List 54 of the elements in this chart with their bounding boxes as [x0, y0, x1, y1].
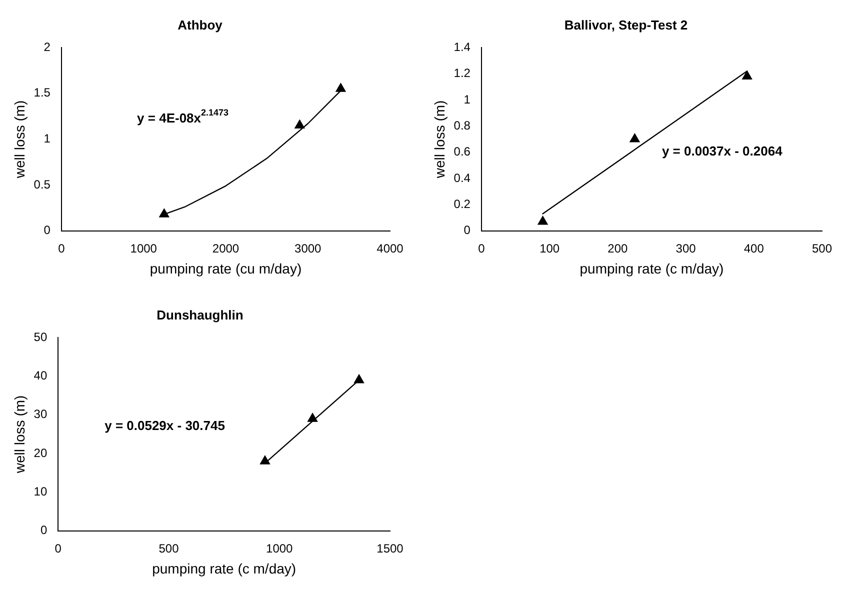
x-tick-label: 500 — [812, 241, 832, 256]
point — [630, 134, 640, 142]
point — [294, 120, 305, 129]
y-tick-label: 0.6 — [454, 144, 471, 159]
y-tick-label: 0.8 — [454, 118, 471, 132]
y-tick-label: 20 — [34, 446, 48, 460]
y-axis-title: well loss (m) — [11, 100, 28, 180]
x-tick-label: 4000 — [376, 241, 404, 256]
y-tick-label: 40 — [34, 368, 48, 383]
x-axis-title: pumping rate (c m/day) — [580, 260, 724, 276]
x-tick-label: 400 — [744, 241, 764, 256]
y-tick-label: 0 — [40, 523, 48, 538]
y-axis-title: well loss (m) — [431, 100, 448, 180]
x-tick-label: 1500 — [376, 541, 404, 556]
x-axis-title: pumping rate (c m/day) — [152, 560, 296, 576]
x-tick-label: 3000 — [294, 241, 322, 256]
y-tick-label: 0 — [464, 223, 471, 238]
x-axis-title: pumping rate (cu m/day) — [150, 260, 302, 276]
y-tick-label: 1.5 — [34, 86, 51, 100]
point — [308, 413, 318, 422]
x-tick-label: 1000 — [266, 541, 294, 556]
x-tick-label: 0 — [58, 241, 66, 256]
x-tick-label: 500 — [158, 541, 180, 556]
point — [260, 456, 270, 464]
y-tick-label: 2 — [44, 40, 51, 54]
y-tick-label: 1.4 — [454, 40, 471, 54]
x-tick-label: 0 — [478, 241, 486, 256]
y-tick-label: 10 — [34, 484, 48, 498]
y-tick-label: 30 — [34, 407, 48, 422]
point — [354, 374, 364, 384]
annotation: y = 0.0529x - 30.745 — [104, 418, 225, 434]
chart-title: Athboy — [178, 17, 224, 32]
y-tick-label: 0.2 — [454, 196, 471, 211]
chart-title: Ballivor, Step-Test 2 — [564, 17, 688, 32]
x-tick-label: 300 — [676, 241, 696, 256]
y-tick-label: 0.4 — [454, 170, 471, 185]
y-tick-label: 0 — [44, 223, 51, 238]
x-tick-label: 200 — [608, 241, 628, 256]
chart-title: Dunshaughlin — [156, 307, 244, 322]
x-tick-label: 100 — [540, 241, 560, 256]
y-tick-label: 0.5 — [34, 177, 51, 192]
x-tick-label: 0 — [54, 541, 62, 556]
x-tick-label: 1000 — [130, 241, 158, 256]
point — [159, 208, 170, 218]
point — [336, 83, 346, 92]
point — [538, 216, 548, 225]
point — [742, 70, 752, 80]
x-tick-label: 2000 — [212, 241, 240, 256]
y-tick-label: 1 — [44, 132, 51, 146]
y-tick-label: 1 — [464, 92, 471, 106]
annotation: y = 0.0037x - 0.2064 — [662, 144, 784, 159]
y-tick-label: 50 — [34, 330, 48, 344]
y-tick-label: 1.2 — [454, 66, 471, 80]
y-axis-title: well loss (m) — [11, 395, 28, 474]
